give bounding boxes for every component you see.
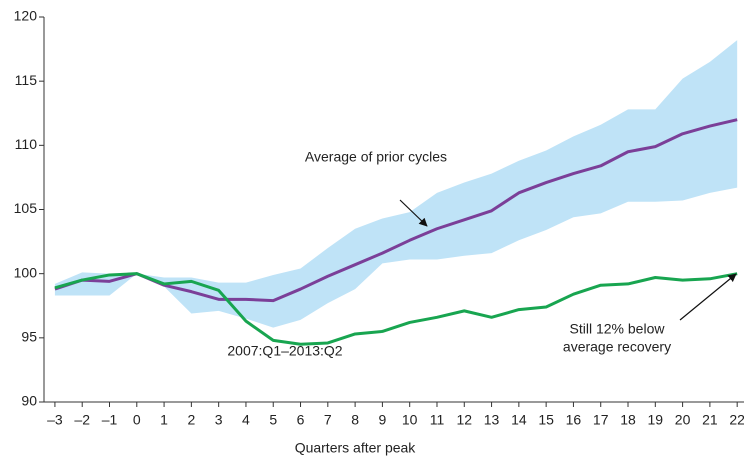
y-tick-label: 115 (15, 72, 38, 88)
x-tick-label: 20 (675, 412, 691, 428)
series-label: 2007:Q1–2013:Q2 (227, 343, 342, 359)
x-tick-label: 18 (620, 412, 636, 428)
annotation: Still 12% below (570, 321, 666, 337)
x-tick-label: 19 (648, 412, 664, 428)
x-tick-label: 22 (729, 412, 744, 428)
x-tick-label: 2 (187, 412, 195, 428)
x-tick-label: 14 (511, 412, 527, 428)
x-tick-label: 5 (269, 412, 277, 428)
x-tick-label: –3 (47, 412, 63, 428)
x-tick-label: 0 (133, 412, 141, 428)
x-tick-label: –2 (74, 412, 90, 428)
y-tick-label: 110 (15, 136, 38, 152)
x-tick-label: 8 (351, 412, 359, 428)
y-tick-label: 90 (21, 393, 37, 409)
x-tick-label: 17 (593, 412, 609, 428)
x-tick-label: 9 (379, 412, 387, 428)
x-tick-label: 21 (702, 412, 718, 428)
x-tick-label: 16 (566, 412, 582, 428)
annotation-arrow (399, 199, 428, 227)
annotation: average recovery (563, 339, 671, 355)
x-tick-label: 7 (324, 412, 332, 428)
x-tick-label: 12 (456, 412, 472, 428)
x-tick-label: 4 (242, 412, 250, 428)
y-tick-label: 120 (14, 8, 38, 24)
series-line (54, 118, 738, 303)
x-tick-label: 13 (484, 412, 500, 428)
y-tick-label: 105 (14, 200, 38, 216)
y-tick-label: 95 (21, 329, 37, 345)
x-tick-label: 10 (402, 412, 418, 428)
x-tick-label: 1 (160, 412, 168, 428)
x-tick-label: –1 (102, 412, 118, 428)
x-tick-label: 15 (538, 412, 554, 428)
series-line (54, 272, 738, 346)
x-tick-label: 6 (297, 412, 305, 428)
x-axis-title: Quarters after peak (295, 440, 417, 456)
range-band (54, 40, 738, 328)
series-label: Average of prior cycles (305, 149, 447, 165)
y-tick-label: 100 (14, 264, 38, 280)
annotation-arrow (679, 273, 737, 321)
x-tick-label: 11 (430, 412, 445, 428)
x-tick-label: 3 (215, 412, 223, 428)
